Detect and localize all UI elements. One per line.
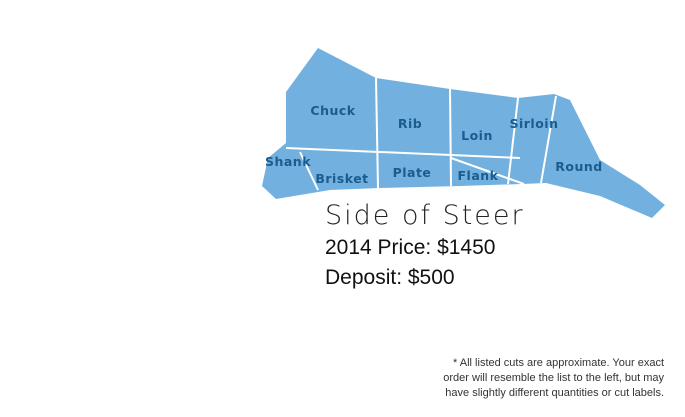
cut-label: Brisket xyxy=(315,171,368,186)
footnote-line: order will resemble the list to the left… xyxy=(443,372,664,384)
deposit: Deposit: $500 xyxy=(325,266,455,289)
steer-outline xyxy=(262,48,665,218)
steer-diagram: Chuck Rib Loin Sirloin Shank Brisket Pla… xyxy=(262,48,665,218)
footnote-line: * All listed cuts are approximate. Your … xyxy=(453,357,664,369)
cut-label: Rib xyxy=(398,116,422,131)
cut-label: Shank xyxy=(265,154,311,169)
price: 2014 Price: $1450 xyxy=(325,236,496,259)
cut-label: Loin xyxy=(461,128,493,143)
cut-label: Sirloin xyxy=(509,116,558,131)
footnote: * All listed cuts are approximate. Your … xyxy=(443,356,664,401)
cut-label: Round xyxy=(555,159,602,174)
cut-label: Flank xyxy=(458,168,499,183)
cut-label: Plate xyxy=(393,165,432,180)
cut-label: Chuck xyxy=(310,103,355,118)
cut-dividers xyxy=(285,77,557,191)
title: Side of Steer xyxy=(325,200,525,231)
footnote-line: have slightly different quantities or cu… xyxy=(445,387,664,399)
